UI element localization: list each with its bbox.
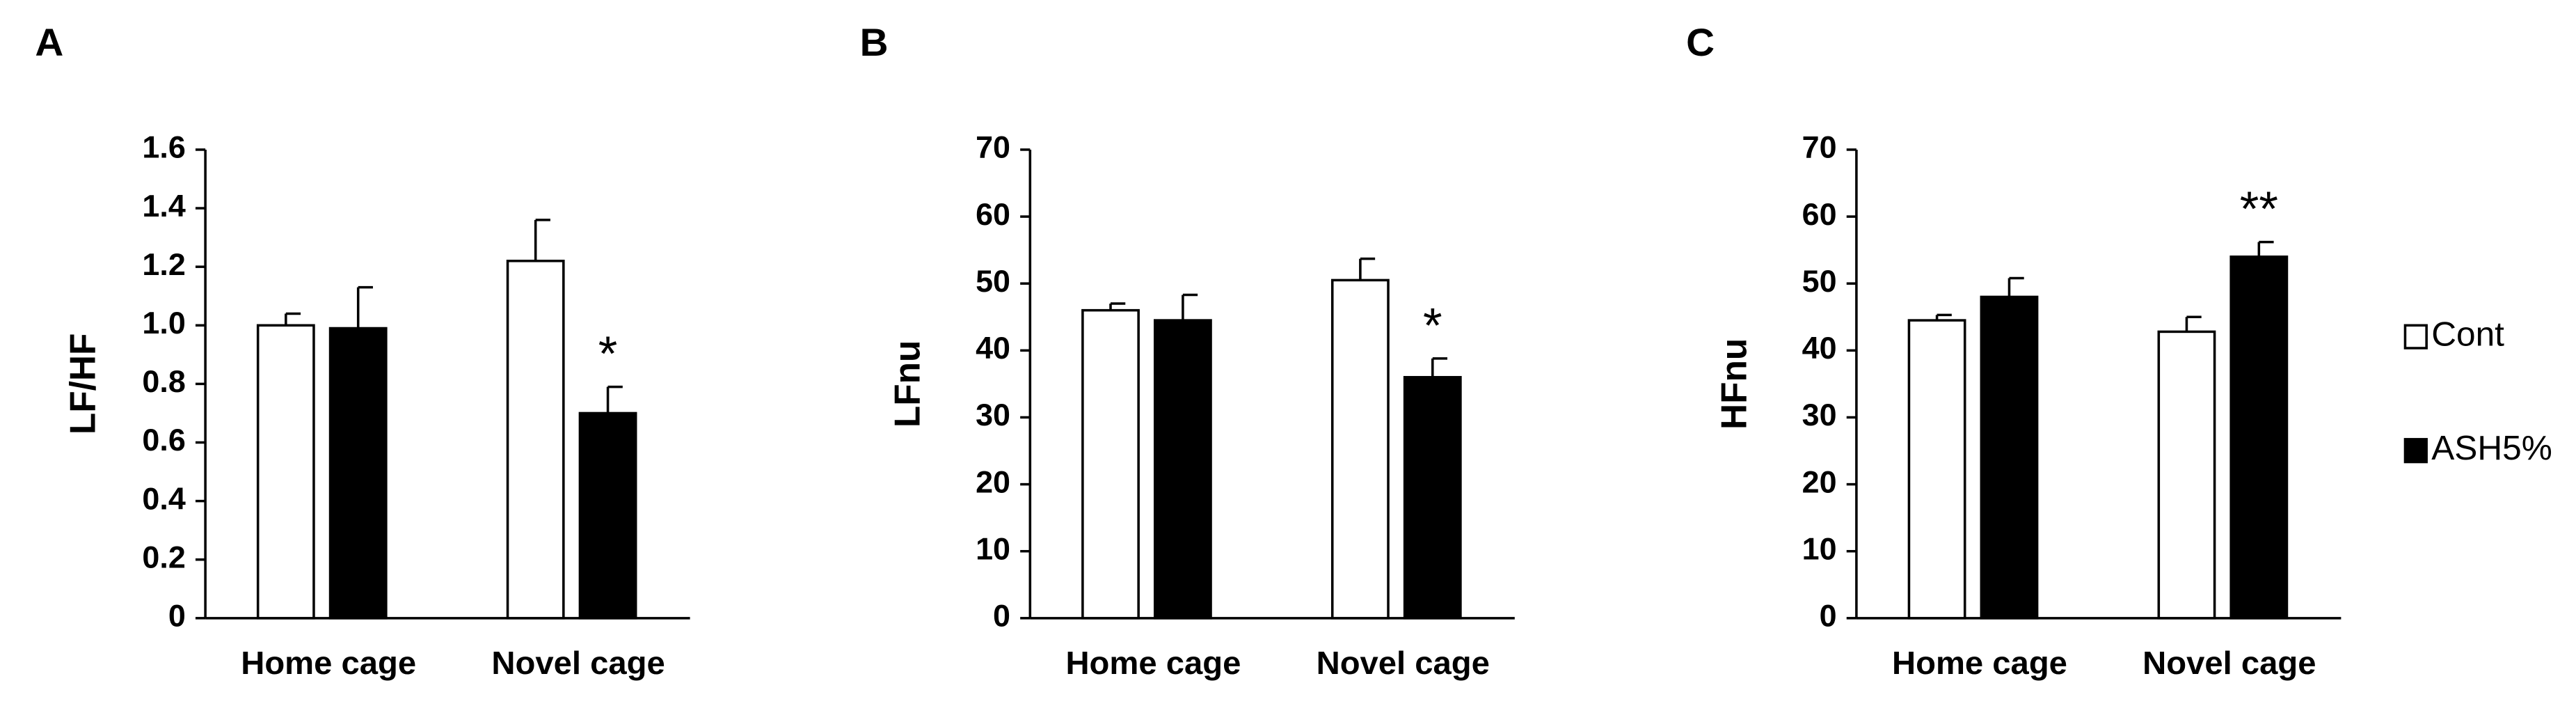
- bar: [578, 411, 637, 620]
- y-tick-label: 10: [1802, 533, 1837, 567]
- y-tick-label: 1.0: [142, 306, 185, 340]
- y-axis-label: LFnu: [887, 340, 927, 428]
- bar: [1907, 319, 1966, 620]
- y-tick-label: 50: [976, 265, 1010, 299]
- error-bar: [2185, 315, 2202, 332]
- significance-mark: *: [1423, 298, 1442, 353]
- x-tick-label: Novel cage: [491, 644, 665, 681]
- legend-swatch: [2403, 324, 2428, 350]
- y-tick-label: 1.2: [142, 248, 185, 282]
- y-tick-label: 1.6: [142, 131, 185, 165]
- error-bar: [2257, 240, 2274, 257]
- error-bar: [1359, 257, 1376, 281]
- error-bar: [1109, 302, 1126, 311]
- error-bar: [534, 219, 550, 261]
- error-bar: [1182, 293, 1198, 321]
- bar: [2157, 330, 2216, 620]
- chart-panel: A LF/HF 0 0.2 0.4 0.6 0.8 1.0 1.2 1.4 1.6 Home cage…: [35, 20, 690, 681]
- error-bar: [356, 285, 373, 329]
- y-tick-label: 60: [1802, 198, 1837, 232]
- panel-label: B: [860, 20, 889, 64]
- bar: [1403, 376, 1462, 620]
- legend-label: ASH5%: [2431, 429, 2552, 467]
- error-bar: [606, 385, 623, 414]
- x-tick-label: Home cage: [241, 644, 416, 681]
- x-tick-label: Novel cage: [2142, 644, 2316, 681]
- y-tick-label: 0.2: [142, 541, 185, 575]
- error-bar: [1935, 313, 1952, 321]
- significance-mark: *: [598, 326, 618, 381]
- bar: [1081, 308, 1140, 620]
- y-tick-label: 0.4: [142, 483, 186, 517]
- y-tick-label: 30: [976, 398, 1010, 432]
- error-bar: [1431, 357, 1448, 377]
- x-tick-label: Home cage: [1892, 644, 2067, 681]
- legend-label: Cont: [2431, 315, 2504, 354]
- y-tick-label: 50: [1802, 265, 1837, 299]
- y-tick-label: 0.8: [142, 365, 185, 399]
- significance-mark: **: [2240, 181, 2278, 236]
- y-tick-label: 0: [1820, 599, 1837, 634]
- y-tick-label: 30: [1802, 398, 1837, 432]
- chart-panel: B LFnu 0 10 20 30 40 50 60 70 Home cage Novel cage *: [860, 20, 1515, 681]
- y-tick-label: 60: [976, 198, 1010, 232]
- legend-swatch: [2403, 438, 2428, 464]
- panel-label: C: [1686, 20, 1715, 64]
- bar: [328, 327, 388, 620]
- y-axis-label: HFnu: [1713, 338, 1754, 430]
- y-tick-label: 0: [168, 599, 186, 634]
- bar: [2229, 255, 2289, 620]
- bar: [1330, 279, 1390, 620]
- error-bar: [285, 312, 301, 326]
- panel-label: A: [35, 20, 63, 64]
- y-tick-label: 0.6: [142, 423, 185, 457]
- x-tick-label: Novel cage: [1317, 644, 1490, 681]
- y-tick-label: 20: [1802, 466, 1837, 500]
- y-tick-label: 0: [993, 599, 1010, 634]
- error-bar: [2007, 276, 2024, 297]
- y-tick-label: 70: [1802, 131, 1837, 165]
- bar: [256, 324, 315, 620]
- chart-panel: C HFnu 0 10 20 30 40 50 60 70 Home cage Novel cage *…: [1686, 20, 2342, 681]
- y-tick-label: 10: [976, 533, 1010, 567]
- y-tick-label: 1.4: [142, 189, 186, 223]
- y-tick-label: 20: [976, 466, 1010, 500]
- bar: [1153, 319, 1212, 620]
- bar: [1980, 295, 2039, 620]
- y-axis-label: LF/HF: [62, 334, 102, 435]
- y-tick-label: 40: [1802, 331, 1837, 366]
- x-tick-label: Home cage: [1065, 644, 1241, 681]
- y-tick-label: 70: [976, 131, 1010, 165]
- y-tick-label: 40: [976, 331, 1010, 366]
- bar: [506, 260, 565, 620]
- legend: Cont ASH5%: [2403, 315, 2552, 467]
